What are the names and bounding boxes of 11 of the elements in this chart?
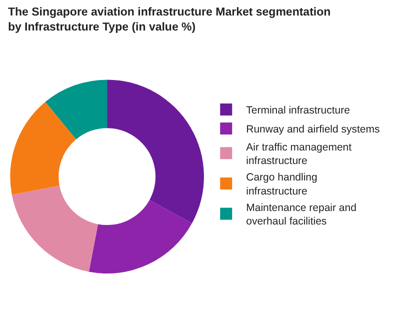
- donut-slice: [88, 200, 192, 274]
- legend-label: Runway and airfield systems: [246, 124, 380, 136]
- donut-slice: [45, 80, 108, 140]
- donut-slice: [10, 102, 76, 195]
- legend-label: Air traffic management infrastructure: [246, 141, 352, 168]
- chart-title: The Singapore aviation infrastructure Market segmentation by Infrastructure Type (in value %): [8, 6, 331, 34]
- donut-slice: [107, 80, 204, 224]
- legend-label: Terminal infrastructure: [246, 104, 350, 117]
- legend-label: Maintenance repair and overhaul facilities: [246, 202, 357, 228]
- donut-slice: [12, 186, 98, 272]
- legend-label: Cargo handling infrastructure: [246, 172, 318, 198]
